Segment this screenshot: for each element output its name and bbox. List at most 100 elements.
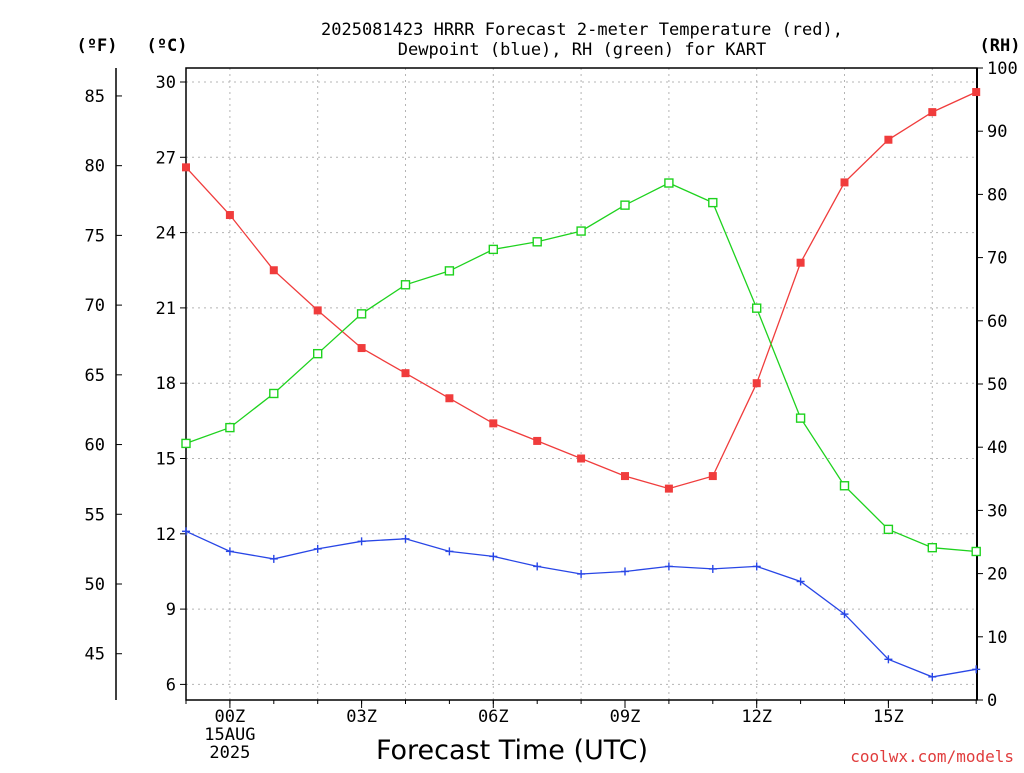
temperature-point: [840, 178, 849, 187]
celsius-tick-label: 12: [156, 525, 176, 545]
temperature-point: [752, 379, 761, 388]
rh-point: [356, 309, 367, 319]
rh-tick-label: 60: [987, 312, 1007, 332]
dewpoint-point: [269, 554, 278, 563]
rh-point: [269, 388, 279, 399]
rh-line: [185, 182, 977, 553]
x-tick-label: 09Z: [610, 707, 641, 727]
credit-label: coolwx.com/models: [850, 747, 1014, 766]
x-tick-label: 15AUG: [204, 725, 255, 745]
rh-point: [664, 178, 674, 188]
rh-point: [225, 422, 235, 433]
rh-point: [795, 413, 806, 423]
temperature-point: [182, 163, 190, 172]
rh-tick-label: 90: [987, 122, 1007, 142]
rh-point: [400, 280, 411, 290]
rh-tick-label: 20: [987, 565, 1007, 585]
dewpoint-point: [313, 544, 322, 553]
temperature-point: [489, 419, 498, 428]
rh-point: [444, 266, 455, 276]
rh-tick-label: 30: [987, 501, 1007, 521]
temperature-point: [884, 135, 893, 144]
temperature-point: [577, 454, 586, 463]
rh-point: [927, 542, 937, 553]
x-tick-label: 06Z: [478, 707, 509, 727]
fahrenheit-tick-label: 65: [85, 366, 105, 386]
temperature-point: [796, 258, 805, 267]
celsius-tick-label: 30: [156, 73, 176, 93]
dewpoint-point: [796, 577, 805, 586]
rh-point: [971, 546, 981, 557]
temperature-point: [664, 484, 673, 493]
chart-title: 2025081423 HRRR Forecast 2-meter Tempera…: [321, 20, 843, 60]
dewpoint-point: [577, 569, 586, 578]
fahrenheit-tick-label: 70: [85, 296, 105, 316]
dewpoint-point: [972, 665, 981, 674]
rh-point: [532, 237, 542, 247]
temperature-point: [533, 436, 542, 445]
celsius-tick-label: 21: [156, 299, 176, 319]
dewpoint-point: [489, 552, 498, 561]
rh-unit-label: (RH): [980, 36, 1021, 56]
rh-point: [752, 303, 762, 313]
fahrenheit-tick-label: 75: [85, 226, 105, 246]
celsius-tick-label: 15: [156, 450, 176, 470]
fahrenheit-tick-label: 80: [85, 157, 105, 177]
temperature-point: [357, 344, 366, 353]
rh-tick-label: 40: [987, 438, 1007, 458]
celsius-tick-label: 24: [156, 224, 176, 244]
temperature-point: [928, 108, 937, 117]
rh-point: [708, 197, 718, 208]
dewpoint-point: [182, 527, 190, 536]
rh-tick-label: 80: [987, 185, 1007, 205]
dewpoint-point: [401, 534, 410, 543]
dewpoint-line: [185, 530, 977, 678]
x-tick-label: 15Z: [873, 707, 904, 727]
rh-point: [488, 244, 498, 255]
celsius-tick-label: 27: [156, 148, 176, 168]
fahrenheit-tick-label: 50: [85, 575, 105, 595]
rh-tick-label: 50: [987, 375, 1007, 395]
rh-point: [181, 438, 191, 449]
dewpoint-point: [752, 562, 761, 571]
series-lines: [181, 88, 981, 681]
dewpoint-point: [884, 655, 893, 664]
rh-tick-label: 70: [987, 249, 1007, 269]
temperature-point: [708, 472, 717, 481]
dewpoint-point: [225, 547, 234, 556]
celsius-unit-label: (ºC): [147, 36, 188, 56]
dewpoint-point: [664, 562, 673, 571]
temperature-point: [445, 394, 454, 403]
dewpoint-point: [840, 610, 849, 619]
rh-point: [883, 524, 894, 535]
fahrenheit-tick-label: 55: [85, 505, 105, 525]
x-axis-label: Forecast Time (UTC): [376, 735, 648, 766]
dewpoint-point: [533, 562, 542, 571]
celsius-tick-label: 9: [166, 600, 176, 620]
dewpoint-point: [357, 537, 366, 546]
axes: 6 9 12 15 18 21 24 27 30 45 50 55 60 65 70 75 80 85 0 10 20 3…: [85, 59, 1018, 763]
rh-point: [313, 348, 323, 359]
celsius-tick-label: 6: [166, 675, 176, 695]
rh-tick-label: 10: [987, 628, 1007, 648]
celsius-tick-label: 18: [156, 374, 176, 394]
temperature-point: [401, 369, 410, 378]
temperature-point: [225, 211, 234, 220]
dewpoint-point: [621, 567, 629, 576]
chart-title-line-2: Dewpoint (blue), RH (green) for KART: [398, 40, 766, 60]
temperature-point: [621, 472, 629, 481]
x-tick-label: 2025: [209, 743, 250, 763]
fahrenheit-tick-label: 45: [85, 645, 105, 665]
rh-tick-label: 0: [987, 691, 997, 711]
temperature-point: [313, 306, 322, 315]
fahrenheit-tick-label: 60: [85, 436, 105, 456]
rh-point: [839, 481, 850, 491]
fahrenheit-unit-label: (ºF): [77, 36, 118, 56]
rh-point: [620, 200, 630, 210]
x-tick-label: 03Z: [346, 707, 377, 727]
rh-point: [576, 226, 586, 236]
fahrenheit-tick-label: 85: [85, 87, 105, 107]
plot-frame: [185, 67, 978, 701]
